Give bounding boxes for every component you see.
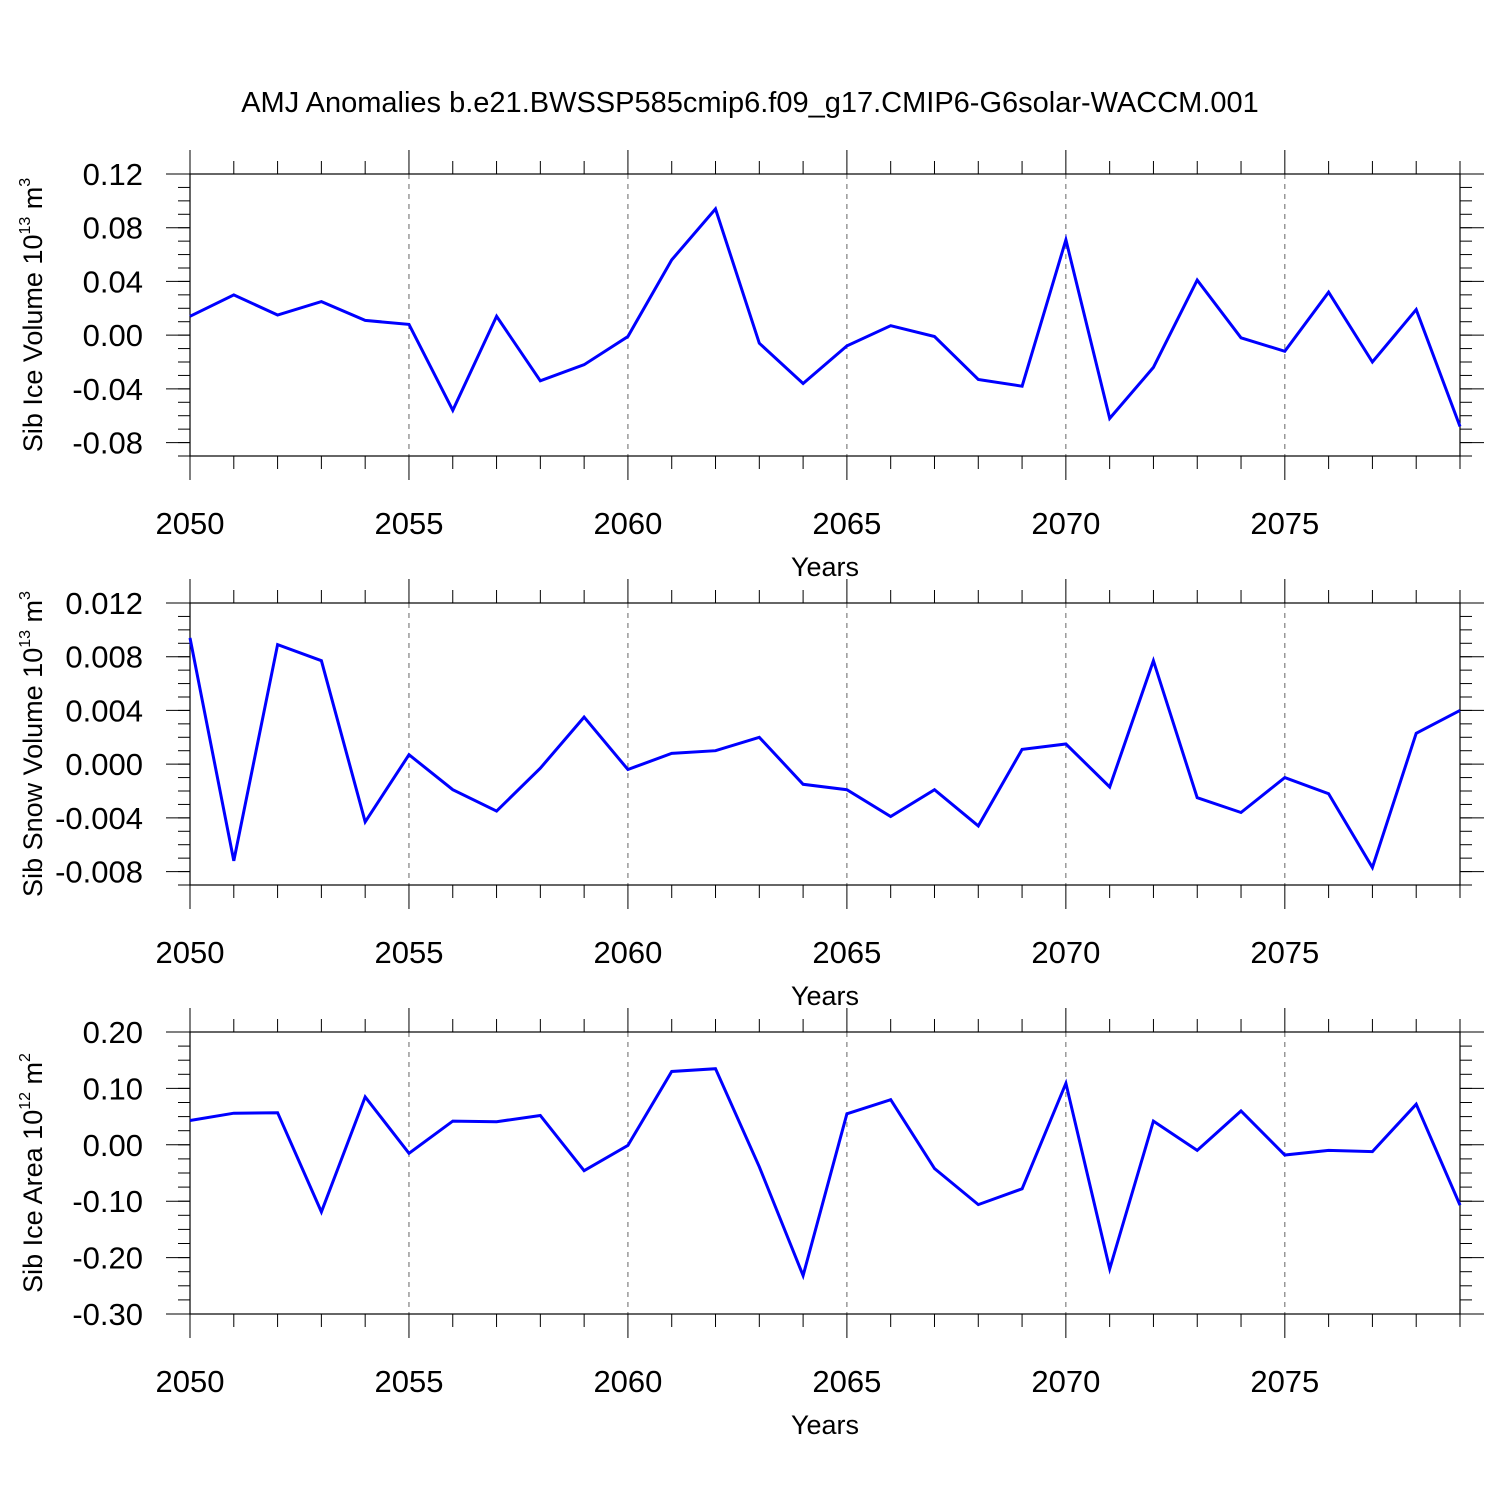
x-tick-label: 2055 bbox=[374, 935, 443, 970]
x-tick-label: 2055 bbox=[374, 1364, 443, 1399]
x-tick-label: 2075 bbox=[1250, 506, 1319, 541]
x-tick-label: 2060 bbox=[593, 935, 662, 970]
y-tick-label: -0.004 bbox=[55, 801, 143, 836]
y-axis-label-unit: m bbox=[18, 600, 48, 630]
y-tick-label: -0.04 bbox=[72, 372, 143, 407]
series-line bbox=[189, 205, 1462, 428]
x-tick-label: 2065 bbox=[812, 935, 881, 970]
x-tick-label: 2070 bbox=[1031, 506, 1100, 541]
y-axis-label-exponent: 13 bbox=[17, 630, 34, 648]
x-axis-label: Years bbox=[791, 552, 859, 582]
x-axis-label: Years bbox=[791, 1410, 859, 1440]
x-tick-label: 2070 bbox=[1031, 1364, 1100, 1399]
y-axis-label-exponent: 12 bbox=[17, 1092, 34, 1110]
figure-title: AMJ Anomalies b.e21.BWSSP585cmip6.f09_g1… bbox=[241, 87, 1259, 119]
y-axis-label-unit: m bbox=[18, 1062, 48, 1092]
x-tick-label: 2055 bbox=[374, 506, 443, 541]
y-tick-label: -0.30 bbox=[72, 1297, 143, 1332]
x-axis-label: Years bbox=[791, 981, 859, 1011]
plot-frame bbox=[189, 1031, 1461, 1315]
y-tick-label: 0.00 bbox=[83, 318, 143, 353]
y-axis-label-unit-exponent: 3 bbox=[17, 591, 34, 600]
x-tick-label: 2075 bbox=[1250, 935, 1319, 970]
chart-panel-2: 0.012 0.008 0.004 0.000 -0.004 -0.008 2050 2055… bbox=[17, 579, 1484, 1011]
y-tick-label: 0.04 bbox=[83, 264, 143, 299]
series-line bbox=[189, 1067, 1462, 1281]
y-tick-label: 0.000 bbox=[65, 747, 143, 782]
y-tick-label: 0.08 bbox=[83, 211, 143, 246]
y-tick-label: 0.00 bbox=[83, 1128, 143, 1163]
x-tick-label: 2060 bbox=[593, 506, 662, 541]
plot-frame bbox=[189, 602, 1461, 886]
y-tick-label: -0.20 bbox=[72, 1241, 143, 1276]
x-tick-label: 2065 bbox=[812, 1364, 881, 1399]
y-axis-label: Sib Ice Volume 1013 m3 bbox=[17, 178, 48, 452]
y-axis-label-main: Sib Snow Volume 10 bbox=[18, 648, 48, 897]
y-tick-label: 0.012 bbox=[65, 586, 143, 621]
y-axis-label-exponent: 13 bbox=[17, 217, 34, 235]
x-tick-label: 2075 bbox=[1250, 1364, 1319, 1399]
y-axis-label: Sib Snow Volume 1013 m3 bbox=[17, 591, 48, 897]
chart-panel-3: 0.20 0.10 0.00 -0.10 -0.20 -0.30 2050 2055 2060 2… bbox=[17, 1008, 1484, 1440]
y-tick-label: 0.008 bbox=[65, 640, 143, 675]
x-tick-label: 2050 bbox=[156, 1364, 225, 1399]
y-tick-label: -0.008 bbox=[55, 855, 143, 890]
y-axis-label: Sib Ice Area 1012 m2 bbox=[17, 1053, 48, 1293]
y-axis-label-unit: m bbox=[18, 187, 48, 217]
y-tick-label: 0.12 bbox=[83, 157, 143, 192]
plot-frame bbox=[189, 173, 1461, 457]
y-axis-label-main: Sib Ice Area 10 bbox=[18, 1110, 48, 1293]
y-tick-label: -0.08 bbox=[72, 426, 143, 461]
y-tick-label: -0.10 bbox=[72, 1184, 143, 1219]
x-tick-label: 2050 bbox=[156, 506, 225, 541]
series-line bbox=[188, 637, 1461, 872]
y-tick-label: 0.004 bbox=[65, 693, 143, 728]
chart-panel-1: 0.12 0.08 0.04 0.00 -0.04 -0.08 2050 2055 2060 20… bbox=[17, 150, 1484, 582]
y-axis-label-unit-exponent: 2 bbox=[17, 1053, 34, 1062]
x-tick-label: 2060 bbox=[593, 1364, 662, 1399]
x-tick-label: 2070 bbox=[1031, 935, 1100, 970]
y-axis-label-main: Sib Ice Volume 10 bbox=[18, 235, 48, 453]
x-tick-label: 2065 bbox=[812, 506, 881, 541]
y-tick-label: 0.20 bbox=[83, 1015, 143, 1050]
y-axis-label-unit-exponent: 3 bbox=[17, 178, 34, 187]
x-tick-label: 2050 bbox=[156, 935, 225, 970]
y-tick-label: 0.10 bbox=[83, 1071, 143, 1106]
